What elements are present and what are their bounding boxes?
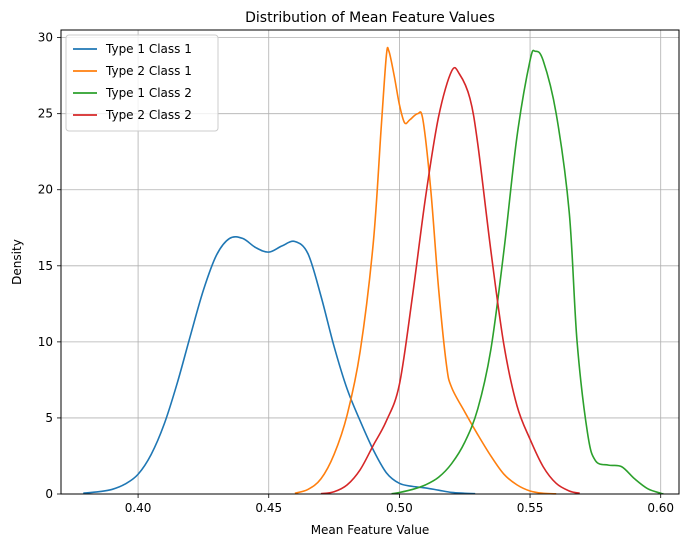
axis-ticks: 0.40 0.45 0.50 0.55 0.60 0 5 10 15 20 25 30 (38, 31, 674, 515)
series-line-4 (320, 66, 580, 495)
series-line-1 (83, 235, 476, 495)
x-tick-label: 0.55 (517, 501, 544, 515)
plot-frame (60, 29, 680, 495)
x-tick-label: 0.45 (255, 501, 282, 515)
x-tick-label: 0.40 (125, 501, 152, 515)
series-line-2 (294, 46, 557, 495)
x-axis-label: Mean Feature Value (311, 523, 430, 537)
legend: Type 1 Class 1 Type 2 Class 1 Type 1 Class… (65, 34, 219, 132)
legend-label: Type 2 Class 1 (105, 64, 192, 78)
y-tick-label: 30 (38, 31, 53, 45)
x-tick-label: 0.50 (386, 501, 413, 515)
y-tick-label: 0 (45, 487, 53, 501)
y-tick-label: 10 (38, 335, 53, 349)
y-tick-label: 20 (38, 183, 53, 197)
x-tick-label: 0.60 (647, 501, 674, 515)
series-line-3 (391, 49, 664, 495)
chart-title: Distribution of Mean Feature Values (245, 10, 495, 26)
y-tick-label: 25 (38, 107, 53, 121)
legend-label: Type 2 Class 2 (105, 108, 192, 122)
y-tick-label: 5 (45, 411, 53, 425)
legend-box (65, 34, 219, 132)
y-axis-label: Density (10, 239, 24, 285)
y-tick-label: 15 (38, 259, 53, 273)
legend-label: Type 1 Class 1 (105, 42, 192, 56)
legend-label: Type 1 Class 2 (105, 86, 192, 100)
series-lines (83, 46, 664, 495)
